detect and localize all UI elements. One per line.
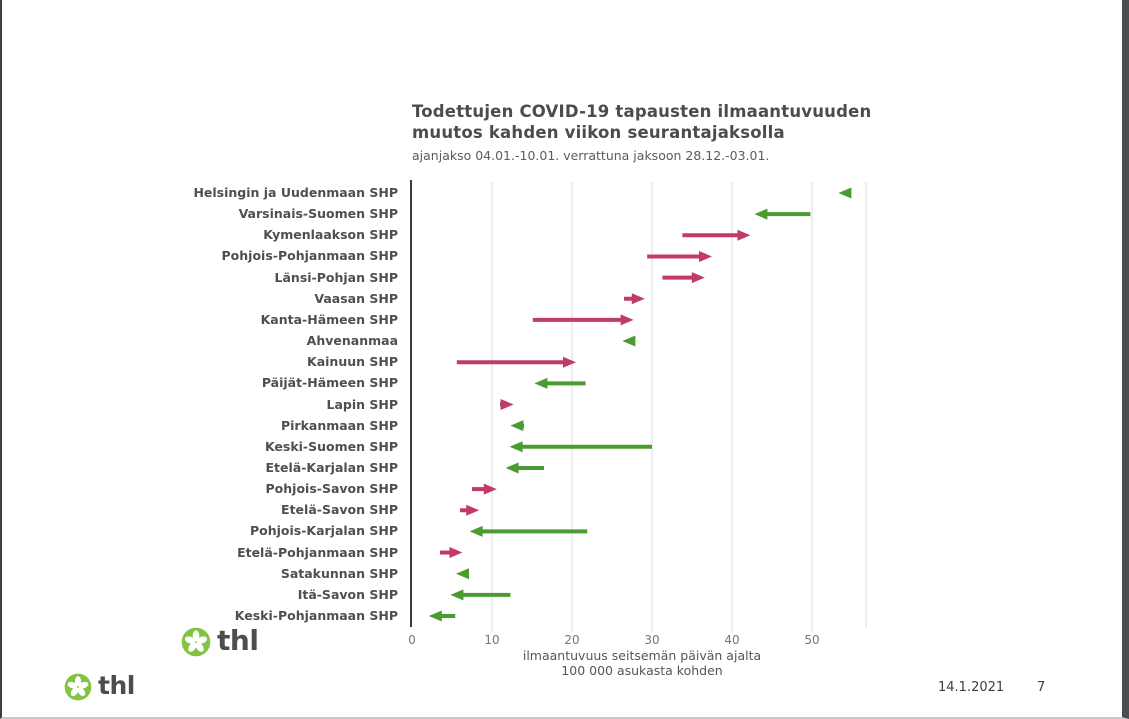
category-label: Itä-Savon SHP <box>297 586 398 602</box>
category-label: Länsi-Pohjan SHP <box>274 269 398 285</box>
x-axis-title: ilmaantuvuus seitsemän päivän ajalta 100… <box>412 648 872 678</box>
arrow-mark <box>505 462 544 474</box>
x-tick-label: 40 <box>724 633 740 647</box>
x-tick-label: 30 <box>644 633 660 647</box>
arrow-mark <box>428 610 456 622</box>
category-label: Kanta-Hämeen SHP <box>260 311 398 327</box>
chart-subtitle: ajanjakso 04.01.-10.01. verrattuna jakso… <box>412 148 770 163</box>
x-axis-title-line1: ilmaantuvuus seitsemän päivän ajalta <box>522 648 762 663</box>
thl-logo-chart: thl <box>181 623 259 657</box>
category-label: Etelä-Savon SHP <box>281 502 398 518</box>
x-tick-label: 10 <box>484 633 500 647</box>
arrow-mark <box>624 293 645 305</box>
category-label: Keski-Pohjanmaan SHP <box>234 608 398 623</box>
arrow-mark <box>647 250 712 262</box>
arrow-mark <box>534 377 586 389</box>
arrow-mark <box>460 504 480 516</box>
chart-title-line1: Todettujen COVID-19 tapausten ilmaantuvu… <box>412 102 872 121</box>
thl-flower-icon <box>181 627 211 657</box>
gridlines <box>491 182 867 632</box>
arrow-mark <box>622 335 636 347</box>
arrow-marks <box>428 187 852 622</box>
arrow-mark <box>838 187 852 199</box>
category-label: Päijät-Hämeen SHP <box>261 375 398 391</box>
category-label: Lapin SHP <box>326 396 398 412</box>
category-label: Satakunnan SHP <box>280 565 398 581</box>
category-label: Pirkanmaan SHP <box>280 417 398 433</box>
thl-flower-icon <box>64 673 92 701</box>
arrow-mark <box>682 229 751 241</box>
footer-date: 14.1.2021 <box>938 680 1005 695</box>
thl-brand-text: thl <box>217 623 259 657</box>
category-label: Ahvenanmaa <box>306 333 398 349</box>
x-tick-label: 0 <box>408 633 416 647</box>
footer-page-number: 7 <box>1037 680 1046 695</box>
category-label: Helsingin ja Uudenmaan SHP <box>193 185 398 200</box>
category-label: Pohjois-Savon SHP <box>265 481 398 497</box>
category-label: Keski-Suomen SHP <box>264 438 398 454</box>
x-tick-label: 20 <box>564 633 580 647</box>
arrow-mark <box>509 441 652 453</box>
arrow-mark <box>662 272 705 284</box>
y-axis-labels: Helsingin ja Uudenmaan SHP Varsinais-Suom… <box>2 0 404 719</box>
thl-logo-footer: thl <box>64 670 135 701</box>
category-label: Vaasan SHP <box>314 290 398 306</box>
category-label: Kymenlaakson SHP <box>263 227 398 243</box>
x-axis-title-line2: 100 000 asukasta kohden <box>561 663 723 678</box>
arrow-mark <box>440 547 463 559</box>
arrow-mark <box>450 589 511 601</box>
chart-title-line2: muutos kahden viikon seurantajaksolla <box>412 123 785 142</box>
arrow-mark <box>754 208 811 220</box>
category-label: Pohjois-Karjalan SHP <box>249 523 398 539</box>
arrow-mark <box>469 525 588 537</box>
chart-title: Todettujen COVID-19 tapausten ilmaantuvu… <box>412 101 871 143</box>
thl-brand-text: thl <box>98 670 135 700</box>
category-label: Pohjois-Pohjanmaan SHP <box>221 248 398 264</box>
arrow-mark <box>510 420 524 432</box>
arrow-mark <box>456 568 469 580</box>
arrow-mark <box>532 314 634 326</box>
category-label: Varsinais-Suomen SHP <box>238 206 398 222</box>
category-label: Etelä-Pohjanmaan SHP <box>237 544 398 560</box>
arrow-mark <box>500 399 514 410</box>
category-label: Kainuun SHP <box>307 354 398 370</box>
x-tick-label: 50 <box>804 633 820 647</box>
category-label: Etelä-Karjalan SHP <box>265 459 398 475</box>
arrow-mark <box>472 483 497 495</box>
arrow-mark <box>456 356 576 368</box>
